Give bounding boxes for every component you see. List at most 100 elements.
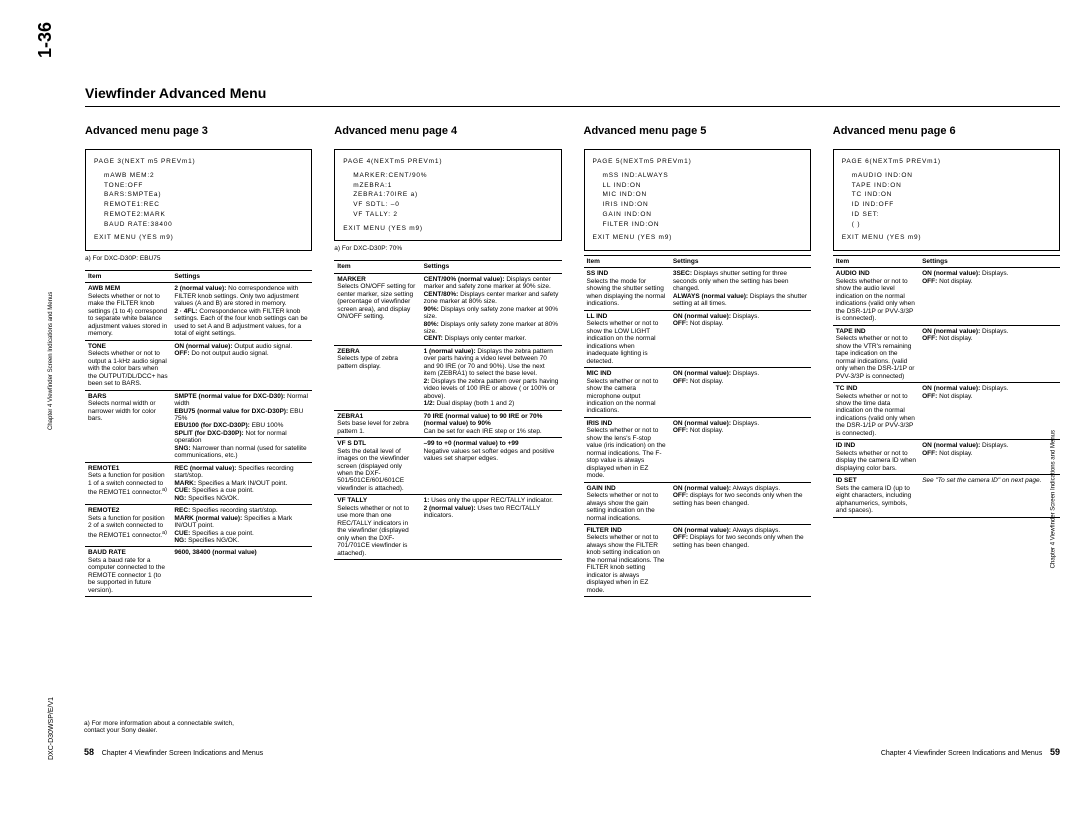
cell-item: ID INDSelects whether or not to display … [833, 440, 919, 475]
menu-column: Advanced menu page 3 PAGE 3(NEXT m5 PREVm… [85, 125, 312, 597]
box-footnote: a) For DXC-D30P: 70% [334, 245, 561, 252]
cell-settings: ON (normal value): Displays.OFF: Not dis… [670, 310, 811, 367]
table-row: VF S DTLSets the detail level of images … [334, 438, 561, 495]
cell-settings: ON (normal value): Displays.OFF: Not dis… [670, 417, 811, 482]
menu-screen-box: PAGE 3(NEXT m5 PREVm1)mAWB MEM:2TONE:OFF… [85, 149, 312, 251]
cell-settings: 9600, 38400 (normal value) [171, 547, 312, 597]
cell-settings: ON (normal value): Displays.OFF: Not dis… [670, 368, 811, 418]
menu-screen-box: PAGE 4(NEXTm5 PREVm1)MARKER:CENT/90%mZEB… [334, 149, 561, 241]
cell-item: AWB MEMSelects whether or not to make th… [85, 283, 171, 340]
table-row: GAIN INDSelects whether or not to always… [584, 482, 811, 524]
table-row: VF TALLYSelects whether or not to use mo… [334, 495, 561, 560]
settings-table: ItemSettingsAWB MEMSelects whether or no… [85, 270, 312, 597]
cell-settings: 70 IRE (normal value) to 90 IRE or 70% (… [421, 410, 562, 437]
menu-screen-box: PAGE 5(NEXTm5 PREVm1)mSS IND:ALWAYSLL IN… [584, 149, 811, 251]
footer-left-text: Chapter 4 Viewfinder Screen Indications … [102, 750, 263, 757]
cell-item: MIC INDSelects whether or not to show th… [584, 368, 670, 418]
cell-item: VF S DTLSets the detail level of images … [334, 438, 420, 495]
column-heading: Advanced menu page 3 [85, 125, 312, 137]
cell-item: FILTER INDSelects whether or not to alwa… [584, 525, 670, 597]
table-row: BARSSelects normal width or narrower wid… [85, 390, 312, 462]
cell-item: ZEBRA1Sets base level for zebra pattern … [334, 410, 420, 437]
table-row: TONESelects whether or not to output a 1… [85, 340, 312, 390]
table-row: AUDIO INDSelects whether or not to show … [833, 268, 1060, 325]
table-row: BAUD RATESets a baud rate for a computer… [85, 547, 312, 597]
title-rule [85, 106, 1060, 107]
cell-item: REMOTE2Sets a function for position 2 of… [85, 505, 171, 547]
cell-item: TAPE INDSelects whether or not to show t… [833, 325, 919, 382]
footer-right: Chapter 4 Viewfinder Screen Indications … [881, 747, 1060, 757]
footer-left: 58 Chapter 4 Viewfinder Screen Indicatio… [84, 747, 263, 757]
cell-settings: REC (normal value): Specifies recording … [171, 462, 312, 504]
cell-settings: ON (normal value): Output audio signal.O… [171, 340, 312, 390]
table-row: MIC INDSelects whether or not to show th… [584, 368, 811, 418]
cell-item: TONESelects whether or not to output a 1… [85, 340, 171, 390]
menu-screen-box: PAGE 6(NEXTm5 PREVm1)mAUDIO IND:ONTAPE I… [833, 149, 1060, 251]
cell-settings: ON (normal value): Displays.OFF: Not dis… [919, 383, 1060, 440]
cell-settings: See "To set the camera ID" on next page. [919, 475, 1060, 517]
table-row: FILTER INDSelects whether or not to alwa… [584, 525, 811, 597]
th-item: Item [334, 261, 420, 273]
th-settings: Settings [171, 271, 312, 283]
table-row: AWB MEMSelects whether or not to make th… [85, 283, 312, 340]
cell-settings: CENT/90% (normal value): Displays center… [421, 273, 562, 345]
cell-settings: REC: Specifies recording start/stop.MARK… [171, 505, 312, 547]
cell-settings: 3SEC: Displays shutter setting for three… [670, 268, 811, 310]
columns-container: Advanced menu page 3 PAGE 3(NEXT m5 PREVm… [85, 125, 1060, 597]
th-item: Item [584, 256, 670, 268]
column-heading: Advanced menu page 4 [334, 125, 561, 137]
cell-settings: 1: Uses only the upper REC/TALLY indicat… [421, 495, 562, 560]
table-row: SS INDSelects the mode for showing the s… [584, 268, 811, 310]
cell-item: IRIS INDSelects whether or not to show t… [584, 417, 670, 482]
cell-settings: 1 (normal value): Displays the zebra pat… [421, 345, 562, 410]
footer-left-pagenum: 58 [84, 747, 94, 757]
cell-item: ID SETSets the camera ID (up to eight ch… [833, 475, 919, 517]
cell-item: SS INDSelects the mode for showing the s… [584, 268, 670, 310]
cell-item: BARSSelects normal width or narrower wid… [85, 390, 171, 462]
cell-item: TC INDSelects whether or not to show the… [833, 383, 919, 440]
cell-settings: –99 to +0 (normal value) to +99Negative … [421, 438, 562, 495]
menu-column: Advanced menu page 4 PAGE 4(NEXTm5 PREVm1… [334, 125, 561, 597]
th-settings: Settings [421, 261, 562, 273]
table-row: ZEBRASelects type of zebra pattern displ… [334, 345, 561, 410]
table-row: ID SETSets the camera ID (up to eight ch… [833, 475, 1060, 517]
th-item: Item [85, 271, 171, 283]
table-row: TAPE INDSelects whether or not to show t… [833, 325, 1060, 382]
cell-item: AUDIO INDSelects whether or not to show … [833, 268, 919, 325]
settings-table: ItemSettingsAUDIO INDSelects whether or … [833, 255, 1060, 518]
side-text-left: Chapter 4 Viewfinder Screen Indications … [48, 292, 54, 430]
cell-item: GAIN INDSelects whether or not to always… [584, 482, 670, 524]
table-row: LL INDSelects whether or not to show the… [584, 310, 811, 367]
cell-settings: ON (normal value): Always displays.OFF: … [670, 525, 811, 597]
cell-item: BAUD RATESets a baud rate for a computer… [85, 547, 171, 597]
cell-settings: ON (normal value): Displays.OFF: Not dis… [919, 325, 1060, 382]
cell-item: VF TALLYSelects whether or not to use mo… [334, 495, 420, 560]
column-heading: Advanced menu page 6 [833, 125, 1060, 137]
footer-right-text: Chapter 4 Viewfinder Screen Indications … [881, 750, 1042, 757]
table-row: REMOTE1Sets a function for position 1 of… [85, 462, 312, 504]
table-row: MARKERSelects ON/OFF setting for center … [334, 273, 561, 345]
table-row: REMOTE2Sets a function for position 2 of… [85, 505, 312, 547]
th-settings: Settings [919, 256, 1060, 268]
th-item: Item [833, 256, 919, 268]
cell-item: MARKERSelects ON/OFF setting for center … [334, 273, 420, 345]
table-row: IRIS INDSelects whether or not to show t… [584, 417, 811, 482]
cell-settings: ON (normal value): Displays.OFF: Not dis… [919, 268, 1060, 325]
page-title: Viewfinder Advanced Menu [85, 85, 266, 101]
th-settings: Settings [670, 256, 811, 268]
cell-item: ZEBRASelects type of zebra pattern displ… [334, 345, 420, 410]
cell-settings: ON (normal value): Displays.OFF: Not dis… [919, 440, 1060, 475]
footer-right-pagenum: 59 [1050, 747, 1060, 757]
table-row: TC INDSelects whether or not to show the… [833, 383, 1060, 440]
table-row: ZEBRA1Sets base level for zebra pattern … [334, 410, 561, 437]
menu-column: Advanced menu page 5 PAGE 5(NEXTm5 PREVm1… [584, 125, 811, 597]
page-footnote: a) For more information about a connecta… [84, 720, 234, 735]
cell-item: REMOTE1Sets a function for position 1 of… [85, 462, 171, 504]
cell-settings: SMPTE (normal value for DXC-D30): Normal… [171, 390, 312, 462]
column-heading: Advanced menu page 5 [584, 125, 811, 137]
menu-column: Advanced menu page 6 PAGE 6(NEXTm5 PREVm1… [833, 125, 1060, 597]
cell-settings: 2 (normal value): No correspondence with… [171, 283, 312, 340]
cell-settings: ON (normal value): Always displays.OFF: … [670, 482, 811, 524]
model-number-side: DXC-D30WSP/E/V1 [48, 697, 55, 760]
settings-table: ItemSettingsMARKERSelects ON/OFF setting… [334, 260, 561, 560]
